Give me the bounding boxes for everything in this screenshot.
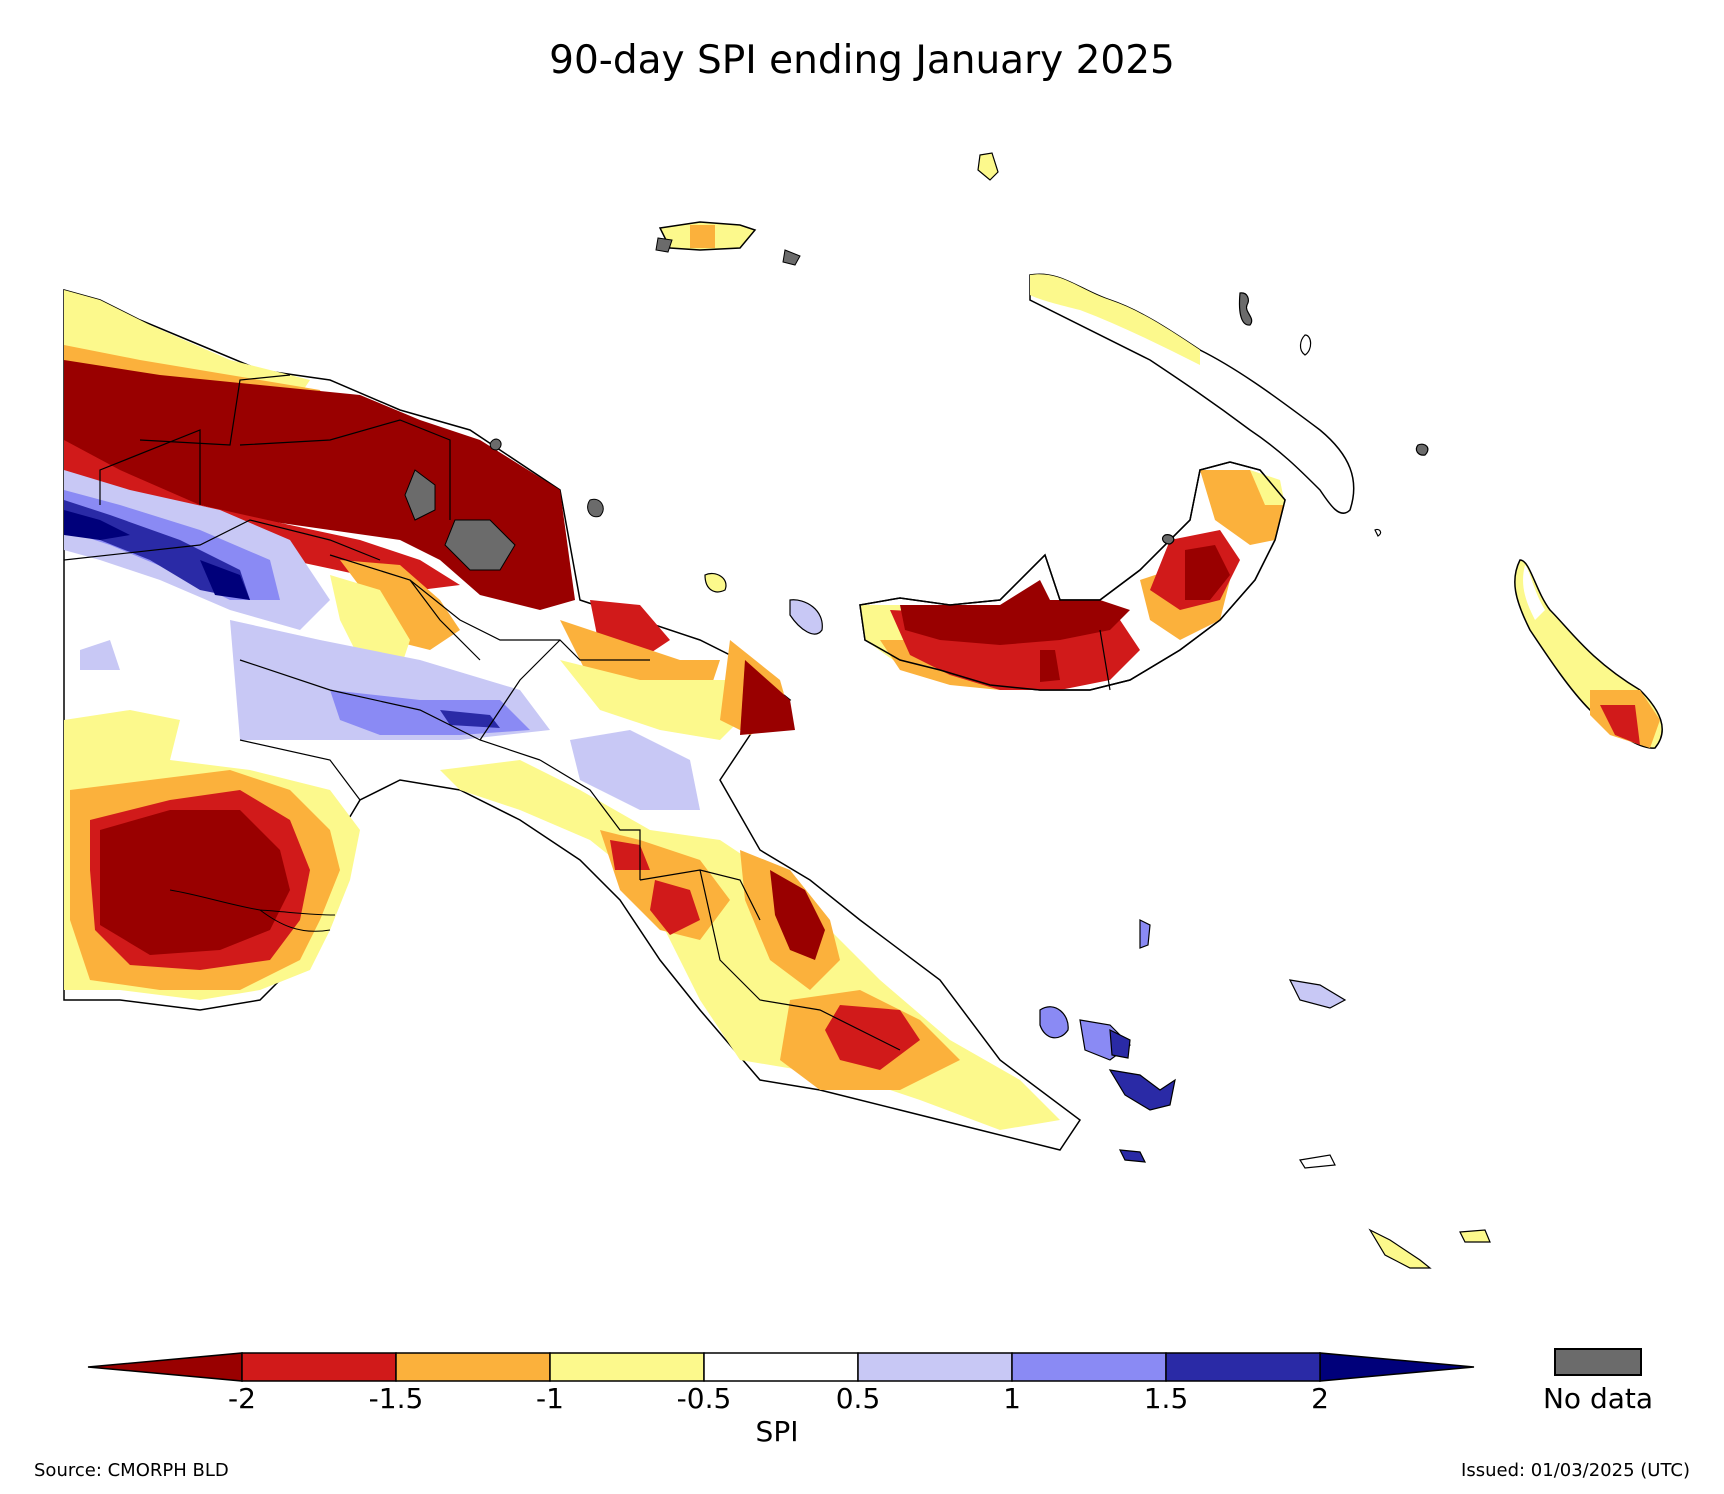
- map-title: 90-day SPI ending January 2025: [549, 38, 1175, 83]
- no-data-label: No data: [1542, 1382, 1654, 1415]
- issued-date: Issued: 01/03/2025 (UTC): [1461, 1460, 1690, 1481]
- colorbar-tick-label: -1: [536, 1382, 564, 1415]
- colorbar-segment: [857, 1352, 1013, 1382]
- no-data-swatch: [1554, 1348, 1642, 1376]
- mainland-region: [63, 289, 1082, 1151]
- colorbar-segment: [703, 1352, 859, 1382]
- spi-colorbar: [87, 1352, 1475, 1382]
- new-britain: [859, 461, 1286, 691]
- colorbar-tick-label: 1.5: [1143, 1382, 1189, 1415]
- colorbar-tick-label: -0.5: [676, 1382, 732, 1415]
- colorbar-tick-label: -1.5: [368, 1382, 424, 1415]
- milne-bay-islands: [1039, 919, 1491, 1269]
- colorbar-segment: [1165, 1352, 1321, 1382]
- colorbar-tick-label: 2: [1311, 1382, 1329, 1415]
- colorbar-tick-label: -2: [228, 1382, 256, 1415]
- small-islands: [704, 152, 1429, 635]
- colorbar-segment: [549, 1352, 705, 1382]
- colorbar-low-arrow: [87, 1352, 243, 1382]
- new-ireland: [1029, 273, 1355, 514]
- bougainville: [1514, 559, 1663, 749]
- no-data-patches: [404, 438, 604, 571]
- colorbar-segment: [1011, 1352, 1167, 1382]
- province-boundaries: [63, 374, 901, 1051]
- colorbar-tick-label: 0.5: [835, 1382, 881, 1415]
- colorbar-high-arrow: [1319, 1352, 1475, 1382]
- fly-river: [169, 889, 336, 932]
- colorbar-segment: [395, 1352, 551, 1382]
- manus-island: [655, 221, 801, 266]
- colorbar-segment: [241, 1352, 397, 1382]
- source-note: Source: CMORPH BLD: [34, 1460, 229, 1481]
- colorbar-tick-label: 1: [1003, 1382, 1021, 1415]
- colorbar-axis-label: SPI: [755, 1415, 799, 1448]
